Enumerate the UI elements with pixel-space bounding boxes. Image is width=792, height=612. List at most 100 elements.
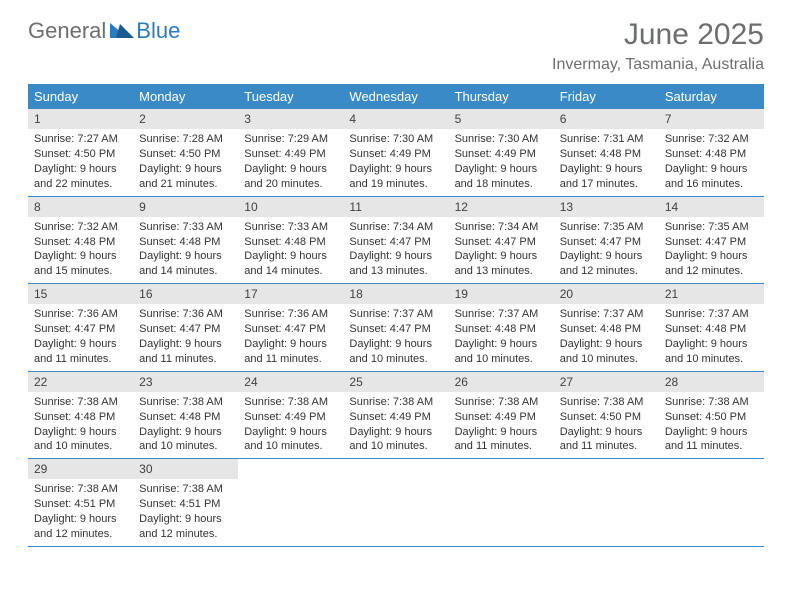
sunrise-text: Sunrise: 7:33 AM [139,220,232,235]
logo-text-blue: Blue [136,18,180,44]
week-row: 22Sunrise: 7:38 AMSunset: 4:48 PMDayligh… [28,372,764,460]
daylight-text: Daylight: 9 hours and 11 minutes. [34,337,127,367]
day-cell: 18Sunrise: 7:37 AMSunset: 4:47 PMDayligh… [343,284,448,371]
logo-triangle-icon [110,20,134,43]
day-number: 9 [133,197,238,217]
day-number: 27 [554,372,659,392]
week-row: 15Sunrise: 7:36 AMSunset: 4:47 PMDayligh… [28,284,764,372]
day-number: 19 [449,284,554,304]
daylight-text: Daylight: 9 hours and 14 minutes. [244,249,337,279]
day-number: 24 [238,372,343,392]
sunrise-text: Sunrise: 7:37 AM [560,307,653,322]
day-cell: 21Sunrise: 7:37 AMSunset: 4:48 PMDayligh… [659,284,764,371]
day-body: Sunrise: 7:35 AMSunset: 4:47 PMDaylight:… [554,217,659,283]
day-cell: 25Sunrise: 7:38 AMSunset: 4:49 PMDayligh… [343,372,448,459]
sunset-text: Sunset: 4:51 PM [34,497,127,512]
daylight-text: Daylight: 9 hours and 21 minutes. [139,162,232,192]
daylight-text: Daylight: 9 hours and 18 minutes. [455,162,548,192]
day-body: Sunrise: 7:38 AMSunset: 4:48 PMDaylight:… [28,392,133,458]
sunset-text: Sunset: 4:50 PM [34,147,127,162]
day-cell: 2Sunrise: 7:28 AMSunset: 4:50 PMDaylight… [133,109,238,196]
day-number: 28 [659,372,764,392]
day-number: 6 [554,109,659,129]
day-number: 10 [238,197,343,217]
day-cell: 12Sunrise: 7:34 AMSunset: 4:47 PMDayligh… [449,197,554,284]
day-cell: 19Sunrise: 7:37 AMSunset: 4:48 PMDayligh… [449,284,554,371]
sunset-text: Sunset: 4:48 PM [34,410,127,425]
sunrise-text: Sunrise: 7:34 AM [455,220,548,235]
day-cell: 30Sunrise: 7:38 AMSunset: 4:51 PMDayligh… [133,459,238,546]
day-number: 3 [238,109,343,129]
day-body: Sunrise: 7:36 AMSunset: 4:47 PMDaylight:… [133,304,238,370]
logo: General Blue [28,18,180,44]
calendar: Sunday Monday Tuesday Wednesday Thursday… [0,78,792,547]
month-title: June 2025 [552,18,764,52]
sunset-text: Sunset: 4:47 PM [455,235,548,250]
day-number: 22 [28,372,133,392]
week-row: 1Sunrise: 7:27 AMSunset: 4:50 PMDaylight… [28,109,764,197]
day-body: Sunrise: 7:30 AMSunset: 4:49 PMDaylight:… [449,129,554,195]
sunset-text: Sunset: 4:48 PM [34,235,127,250]
day-header: Friday [554,84,659,109]
day-cell [238,459,343,546]
location: Invermay, Tasmania, Australia [552,56,764,74]
day-cell: 11Sunrise: 7:34 AMSunset: 4:47 PMDayligh… [343,197,448,284]
sunrise-text: Sunrise: 7:37 AM [665,307,758,322]
day-cell: 15Sunrise: 7:36 AMSunset: 4:47 PMDayligh… [28,284,133,371]
day-number: 21 [659,284,764,304]
sunrise-text: Sunrise: 7:37 AM [349,307,442,322]
day-number: 2 [133,109,238,129]
sunset-text: Sunset: 4:48 PM [665,147,758,162]
day-cell: 20Sunrise: 7:37 AMSunset: 4:48 PMDayligh… [554,284,659,371]
day-number: 11 [343,197,448,217]
day-number: 8 [28,197,133,217]
day-cell: 13Sunrise: 7:35 AMSunset: 4:47 PMDayligh… [554,197,659,284]
sunrise-text: Sunrise: 7:36 AM [139,307,232,322]
day-body: Sunrise: 7:38 AMSunset: 4:51 PMDaylight:… [28,479,133,545]
day-body: Sunrise: 7:37 AMSunset: 4:48 PMDaylight:… [449,304,554,370]
day-number: 16 [133,284,238,304]
daylight-text: Daylight: 9 hours and 12 minutes. [139,512,232,542]
day-cell: 14Sunrise: 7:35 AMSunset: 4:47 PMDayligh… [659,197,764,284]
sunset-text: Sunset: 4:48 PM [560,147,653,162]
day-number: 4 [343,109,448,129]
daylight-text: Daylight: 9 hours and 13 minutes. [349,249,442,279]
sunrise-text: Sunrise: 7:38 AM [139,395,232,410]
daylight-text: Daylight: 9 hours and 10 minutes. [455,337,548,367]
header: General Blue June 2025 Invermay, Tasmani… [0,0,792,78]
day-cell [659,459,764,546]
daylight-text: Daylight: 9 hours and 10 minutes. [244,425,337,455]
day-number: 29 [28,459,133,479]
sunset-text: Sunset: 4:50 PM [560,410,653,425]
sunrise-text: Sunrise: 7:38 AM [665,395,758,410]
day-number: 5 [449,109,554,129]
week-row: 8Sunrise: 7:32 AMSunset: 4:48 PMDaylight… [28,197,764,285]
sunset-text: Sunset: 4:50 PM [665,410,758,425]
day-body: Sunrise: 7:34 AMSunset: 4:47 PMDaylight:… [449,217,554,283]
day-header: Thursday [449,84,554,109]
sunrise-text: Sunrise: 7:34 AM [349,220,442,235]
sunset-text: Sunset: 4:48 PM [244,235,337,250]
sunrise-text: Sunrise: 7:38 AM [244,395,337,410]
sunrise-text: Sunrise: 7:38 AM [34,482,127,497]
day-body: Sunrise: 7:38 AMSunset: 4:50 PMDaylight:… [554,392,659,458]
day-body: Sunrise: 7:30 AMSunset: 4:49 PMDaylight:… [343,129,448,195]
daylight-text: Daylight: 9 hours and 11 minutes. [560,425,653,455]
sunset-text: Sunset: 4:48 PM [455,322,548,337]
daylight-text: Daylight: 9 hours and 14 minutes. [139,249,232,279]
day-cell: 5Sunrise: 7:30 AMSunset: 4:49 PMDaylight… [449,109,554,196]
sunset-text: Sunset: 4:48 PM [560,322,653,337]
day-body: Sunrise: 7:34 AMSunset: 4:47 PMDaylight:… [343,217,448,283]
daylight-text: Daylight: 9 hours and 20 minutes. [244,162,337,192]
sunrise-text: Sunrise: 7:30 AM [349,132,442,147]
sunrise-text: Sunrise: 7:28 AM [139,132,232,147]
sunset-text: Sunset: 4:47 PM [139,322,232,337]
day-number: 13 [554,197,659,217]
sunset-text: Sunset: 4:49 PM [244,410,337,425]
day-cell: 23Sunrise: 7:38 AMSunset: 4:48 PMDayligh… [133,372,238,459]
day-cell: 28Sunrise: 7:38 AMSunset: 4:50 PMDayligh… [659,372,764,459]
day-body: Sunrise: 7:38 AMSunset: 4:49 PMDaylight:… [343,392,448,458]
day-cell: 29Sunrise: 7:38 AMSunset: 4:51 PMDayligh… [28,459,133,546]
daylight-text: Daylight: 9 hours and 22 minutes. [34,162,127,192]
day-body: Sunrise: 7:37 AMSunset: 4:48 PMDaylight:… [659,304,764,370]
